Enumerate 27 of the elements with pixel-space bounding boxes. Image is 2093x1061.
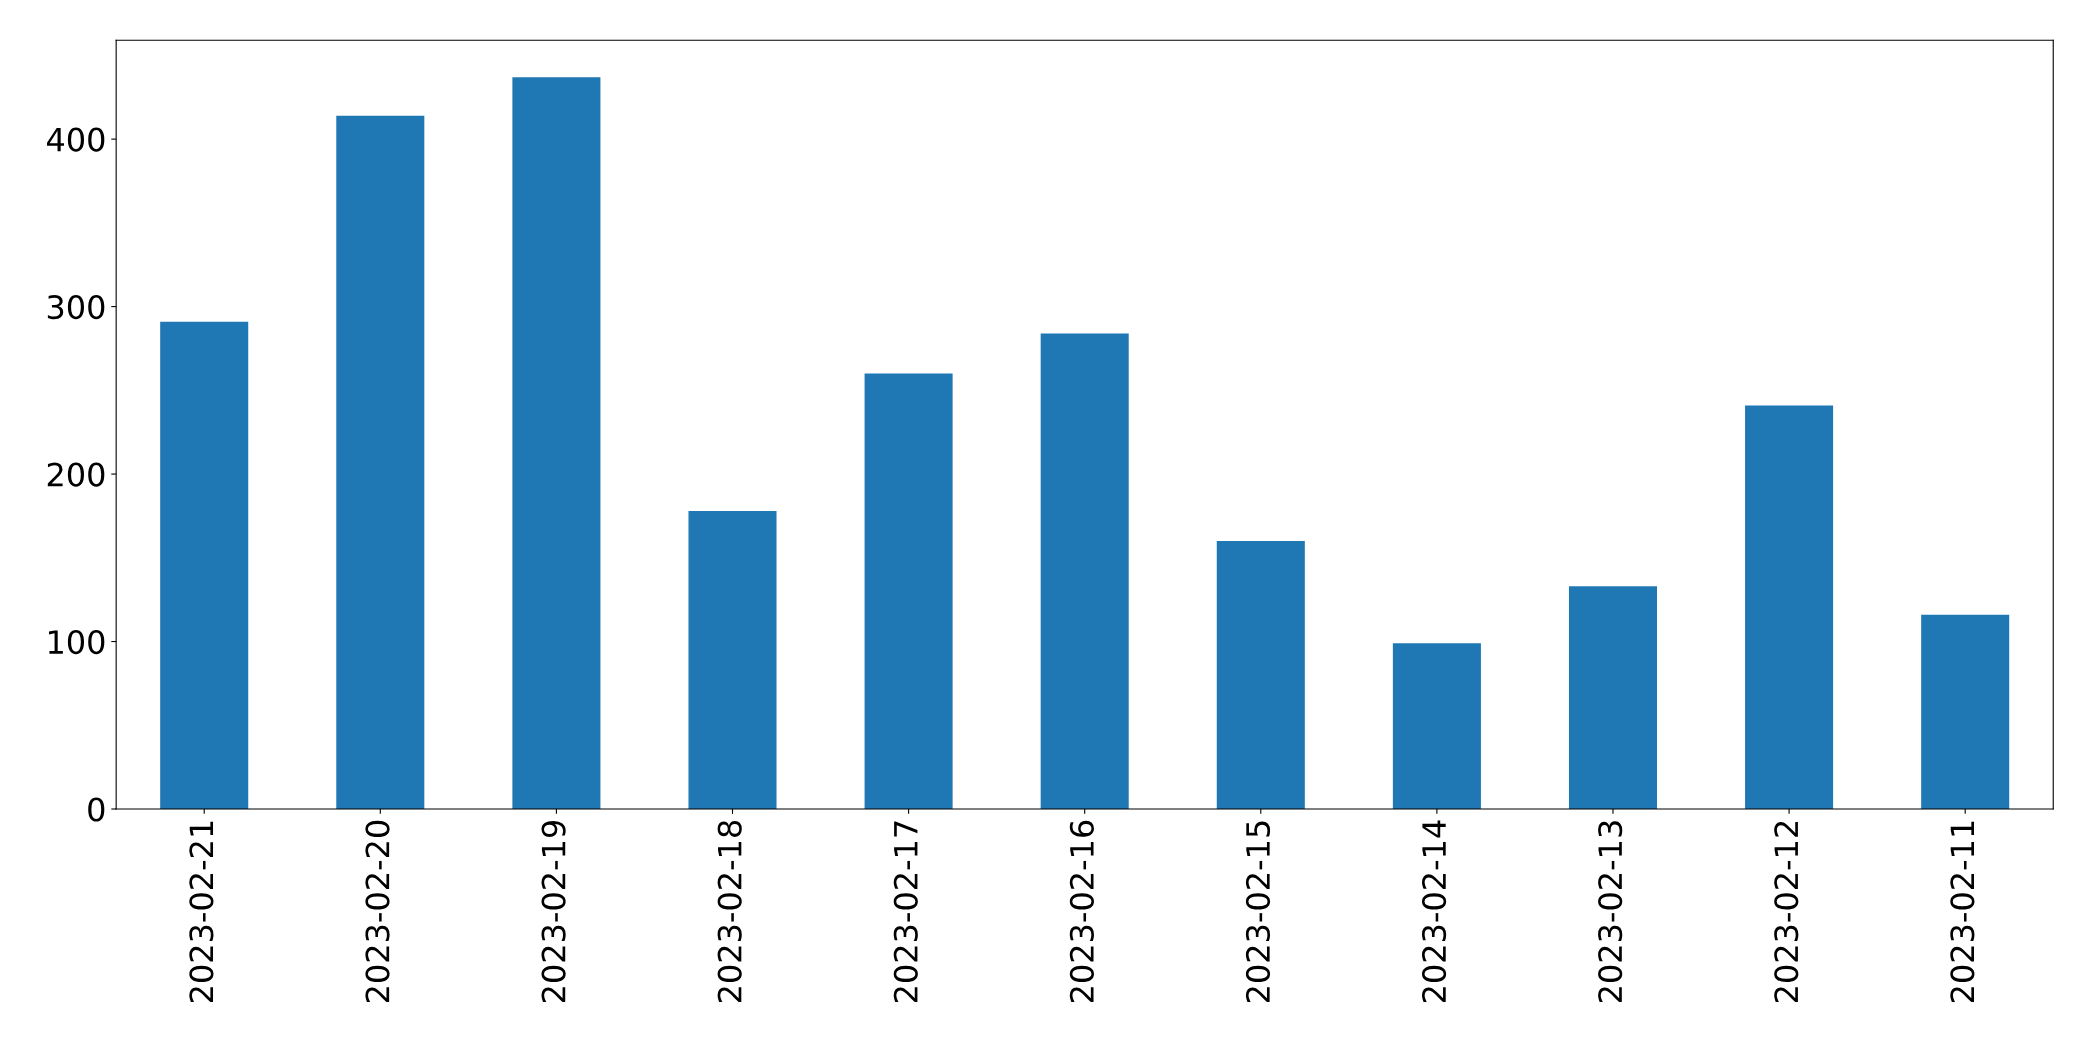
x-tick-label: 2023-02-14 bbox=[1422, 820, 1447, 1003]
bar bbox=[512, 77, 601, 810]
bar bbox=[160, 321, 249, 810]
bar bbox=[1745, 405, 1834, 810]
x-tick-label: 2023-02-21 bbox=[189, 821, 214, 1003]
bar bbox=[864, 373, 953, 810]
bar bbox=[1568, 586, 1658, 810]
x-tick-label: 2023-02-20 bbox=[365, 820, 390, 1003]
bar bbox=[1216, 541, 1305, 810]
bar bbox=[1392, 643, 1481, 810]
y-tick-label: 200 bbox=[47, 462, 105, 487]
y-tick-label: 300 bbox=[47, 295, 105, 320]
x-tick-label: 2023-02-17 bbox=[893, 821, 918, 1003]
y-tick-label: 100 bbox=[48, 629, 105, 655]
x-tick-label: 2023-02-11 bbox=[1950, 821, 1975, 1003]
y-tick-label: 0 bbox=[88, 797, 105, 822]
x-tick-label: 2023-02-19 bbox=[541, 820, 566, 1003]
x-tick-label: 2023-02-16 bbox=[1069, 820, 1094, 1003]
x-tick-label: 2023-02-18 bbox=[717, 820, 742, 1003]
bar bbox=[1921, 614, 2010, 810]
y-tick-label: 400 bbox=[47, 127, 105, 152]
x-tick-label: 2023-02-15 bbox=[1245, 821, 1271, 1003]
bar bbox=[688, 510, 777, 810]
x-tick-label: 2023-02-12 bbox=[1774, 821, 1799, 1003]
bar bbox=[336, 115, 425, 810]
bar bbox=[1040, 333, 1129, 810]
x-tick-label: 2023-02-13 bbox=[1598, 821, 1623, 1003]
